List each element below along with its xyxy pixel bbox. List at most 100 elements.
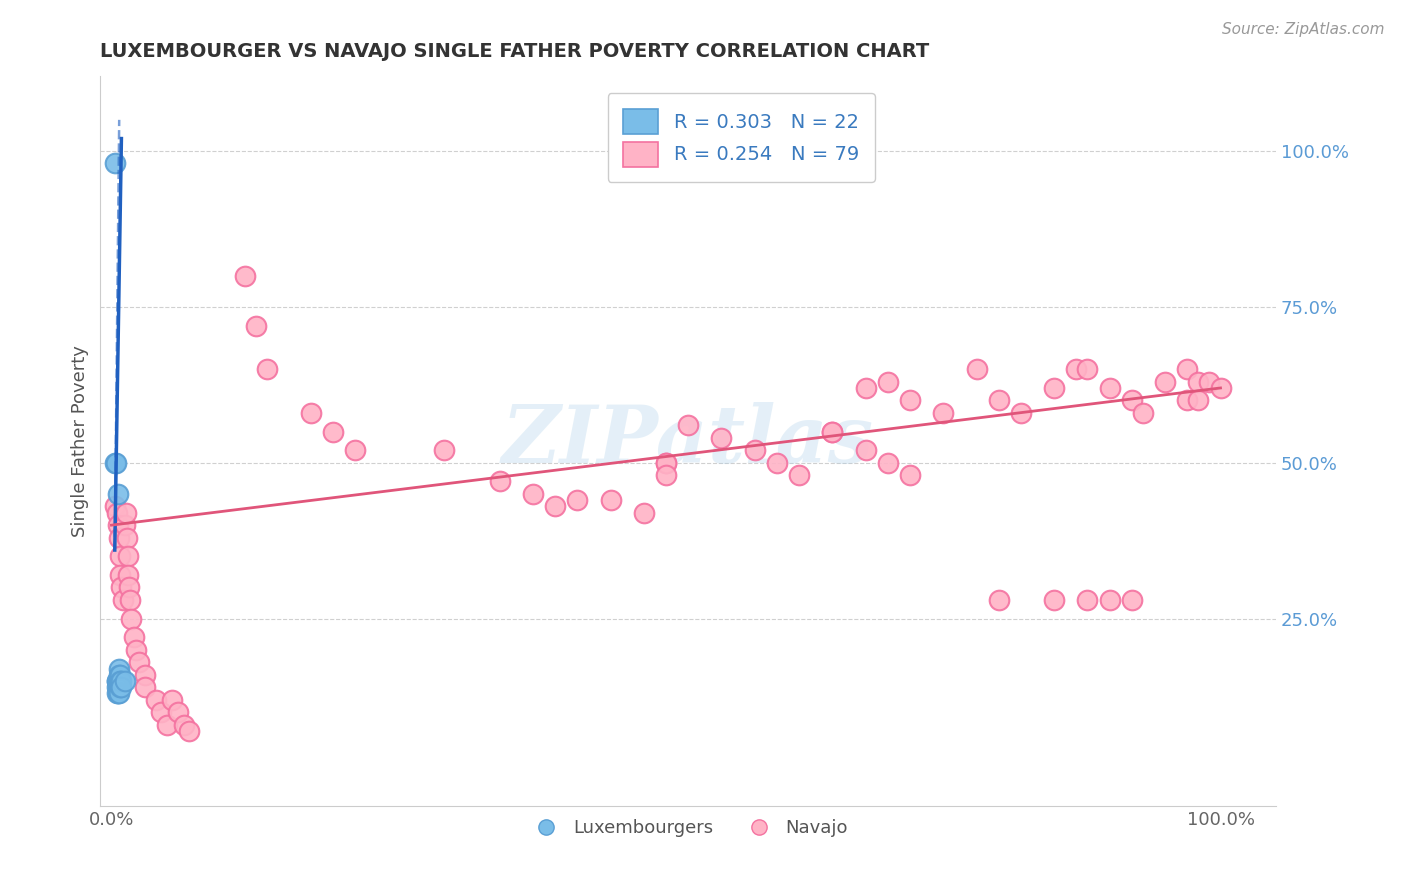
Point bbox=[599, 493, 621, 508]
Point bbox=[876, 375, 898, 389]
Point bbox=[1187, 393, 1209, 408]
Point bbox=[105, 673, 128, 688]
Point bbox=[114, 518, 136, 533]
Point bbox=[322, 425, 344, 439]
Point bbox=[167, 705, 190, 719]
Point bbox=[655, 468, 678, 483]
Point bbox=[1098, 381, 1121, 395]
Point bbox=[105, 673, 128, 688]
Point bbox=[256, 362, 278, 376]
Point bbox=[107, 680, 129, 694]
Point bbox=[987, 393, 1010, 408]
Point bbox=[105, 506, 128, 520]
Point bbox=[104, 500, 127, 514]
Point bbox=[110, 680, 132, 694]
Point bbox=[105, 680, 128, 694]
Point bbox=[108, 673, 131, 688]
Point bbox=[107, 518, 129, 533]
Point bbox=[111, 593, 134, 607]
Point bbox=[1043, 381, 1066, 395]
Point bbox=[1175, 393, 1198, 408]
Point bbox=[567, 493, 589, 508]
Point bbox=[110, 673, 132, 688]
Point bbox=[932, 406, 955, 420]
Point bbox=[1209, 381, 1232, 395]
Point bbox=[110, 667, 132, 681]
Point bbox=[110, 581, 132, 595]
Point bbox=[744, 443, 766, 458]
Point bbox=[104, 156, 127, 170]
Point bbox=[120, 593, 142, 607]
Point bbox=[145, 692, 167, 706]
Point bbox=[522, 487, 544, 501]
Text: Source: ZipAtlas.com: Source: ZipAtlas.com bbox=[1222, 22, 1385, 37]
Point bbox=[104, 456, 127, 470]
Point bbox=[855, 381, 877, 395]
Point bbox=[117, 568, 139, 582]
Point bbox=[1121, 593, 1143, 607]
Point bbox=[821, 425, 844, 439]
Point bbox=[125, 643, 148, 657]
Point bbox=[655, 456, 678, 470]
Point bbox=[122, 631, 145, 645]
Point bbox=[104, 456, 127, 470]
Point bbox=[150, 705, 173, 719]
Point bbox=[633, 506, 655, 520]
Point bbox=[120, 612, 142, 626]
Point bbox=[108, 661, 131, 675]
Point bbox=[1043, 593, 1066, 607]
Point bbox=[898, 468, 921, 483]
Point bbox=[344, 443, 367, 458]
Point bbox=[299, 406, 322, 420]
Point bbox=[821, 425, 844, 439]
Point bbox=[108, 531, 131, 545]
Point bbox=[173, 717, 195, 731]
Point bbox=[107, 673, 129, 688]
Point bbox=[1154, 375, 1177, 389]
Point bbox=[710, 431, 733, 445]
Point bbox=[433, 443, 456, 458]
Point bbox=[1198, 375, 1220, 389]
Point bbox=[107, 487, 129, 501]
Point bbox=[1098, 593, 1121, 607]
Point bbox=[1121, 393, 1143, 408]
Point bbox=[134, 680, 156, 694]
Point bbox=[233, 268, 256, 283]
Point bbox=[655, 456, 678, 470]
Point bbox=[544, 500, 567, 514]
Point bbox=[1076, 593, 1098, 607]
Point bbox=[108, 667, 131, 681]
Point bbox=[1187, 375, 1209, 389]
Point bbox=[245, 318, 267, 333]
Point bbox=[876, 456, 898, 470]
Point bbox=[898, 393, 921, 408]
Point bbox=[108, 680, 131, 694]
Point bbox=[1132, 406, 1154, 420]
Point bbox=[1175, 362, 1198, 376]
Point bbox=[156, 717, 179, 731]
Point bbox=[177, 723, 200, 738]
Point bbox=[115, 506, 138, 520]
Point bbox=[117, 549, 139, 564]
Point bbox=[118, 581, 141, 595]
Point bbox=[110, 673, 132, 688]
Point bbox=[105, 686, 128, 700]
Legend: Luxembourgers, Navajo: Luxembourgers, Navajo bbox=[522, 812, 855, 844]
Point bbox=[107, 686, 129, 700]
Point bbox=[1066, 362, 1088, 376]
Text: ZIPatlas: ZIPatlas bbox=[502, 402, 875, 480]
Point bbox=[128, 655, 150, 669]
Point bbox=[134, 667, 156, 681]
Point bbox=[488, 475, 510, 489]
Point bbox=[1010, 406, 1032, 420]
Point bbox=[966, 362, 988, 376]
Point bbox=[110, 568, 132, 582]
Point bbox=[987, 593, 1010, 607]
Text: LUXEMBOURGER VS NAVAJO SINGLE FATHER POVERTY CORRELATION CHART: LUXEMBOURGER VS NAVAJO SINGLE FATHER POV… bbox=[100, 42, 929, 61]
Point bbox=[162, 692, 184, 706]
Point bbox=[110, 549, 132, 564]
Point bbox=[676, 418, 699, 433]
Point bbox=[108, 686, 131, 700]
Point bbox=[114, 673, 136, 688]
Point bbox=[1076, 362, 1098, 376]
